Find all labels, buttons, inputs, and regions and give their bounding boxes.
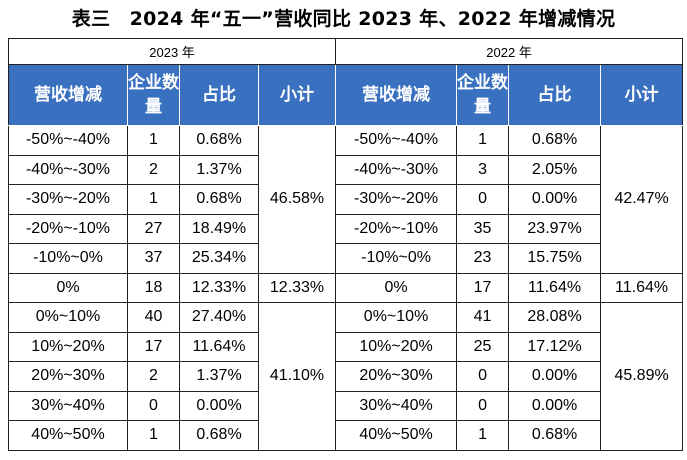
subtotal-cell: 12.33% [257,272,337,303]
table-row: -10%~0% 37 25.34% -10%~0% 23 15.75% [8,243,683,274]
table-row: 30%~40% 0 0.00% 30%~40% 0 0.00% [8,390,683,421]
range-cell: 0%~10% [8,302,128,333]
range-cell: -50%~-40% [335,125,458,156]
count-cell: 37 [127,243,180,274]
subtotal-cell: 42.47% [600,125,684,274]
pct-cell: 0.68% [179,184,259,215]
table-title: 表三 2024 年“五一”营收同比 2023 年、2022 年增减情况 [71,8,616,30]
pct-cell: 0.00% [179,390,259,421]
pct-cell: 25.34% [179,243,259,274]
pct-cell: 12.33% [179,272,259,303]
count-cell: 1 [456,420,510,451]
pct-cell: 27.40% [179,302,259,333]
range-cell: 0%~10% [335,302,458,333]
range-cell: 20%~30% [8,361,128,392]
col-header-range-2023: 营收增减 [8,64,128,126]
pct-cell: 0.00% [508,390,602,421]
revenue-change-table: 2023 年 2022 年 营收增减 企业数量 占比 小计 营收增减 企业数量 … [7,38,684,451]
count-cell: 1 [127,184,180,215]
year-2022-header: 2022 年 [335,38,684,65]
table-row: 0%~10% 40 27.40% 41.10% 0%~10% 41 28.08%… [8,302,684,451]
col-header-pct-2023: 占比 [179,64,259,126]
range-cell: -20%~-10% [8,213,128,244]
range-cell: 10%~20% [8,331,128,362]
range-cell: 0% [335,272,458,303]
count-cell: 17 [127,331,180,362]
count-cell: 0 [456,390,510,421]
range-cell: -20%~-10% [335,213,458,244]
col-header-subtotal-2023: 小计 [257,64,337,126]
range-cell: -30%~-20% [8,184,128,215]
pct-cell: 11.64% [179,331,259,362]
count-cell: 25 [456,331,510,362]
pct-cell: 1.37% [179,154,259,185]
table-row: -50%~-40% 1 0.68% 46.58% -50%~-40% 1 0.6… [8,125,684,274]
table-row: -40%~-30% 2 1.37% -40%~-30% 3 2.05% [8,154,683,185]
range-cell: -40%~-30% [8,154,128,185]
count-cell: 1 [456,125,510,156]
count-cell: 0 [456,361,510,392]
col-header-subtotal-2022: 小计 [600,64,684,126]
table-row: 40%~50% 1 0.68% 40%~50% 1 0.68% [8,420,683,451]
pct-cell: 0.00% [508,184,602,215]
range-cell: -40%~-30% [335,154,458,185]
count-cell: 0 [456,184,510,215]
count-cell: 1 [127,420,180,451]
range-cell: 20%~30% [335,361,458,392]
count-cell: 27 [127,213,180,244]
subtotal-cell: 45.89% [600,302,684,451]
pct-cell: 23.97% [508,213,602,244]
count-cell: 2 [127,361,180,392]
count-cell: 41 [456,302,510,333]
range-cell: 10%~20% [335,331,458,362]
range-cell: -10%~0% [8,243,128,274]
count-cell: 2 [127,154,180,185]
table-row: 10%~20% 17 11.64% 10%~20% 25 17.12% [8,331,683,362]
count-cell: 23 [456,243,510,274]
range-cell: 30%~40% [335,390,458,421]
range-cell: -30%~-20% [335,184,458,215]
count-cell: 40 [127,302,180,333]
table-row: 20%~30% 2 1.37% 20%~30% 0 0.00% [8,361,683,392]
count-cell: 0 [127,390,180,421]
pct-cell: 28.08% [508,302,602,333]
count-cell: 17 [456,272,510,303]
pct-cell: 0.68% [508,420,602,451]
year-2023-header: 2023 年 [7,38,337,65]
col-header-count-2023: 企业数量 [127,64,180,126]
col-header-count-2022: 企业数量 [456,64,510,126]
subtotal-cell: 46.58% [257,125,337,274]
pct-cell: 0.68% [179,420,259,451]
table-row: 0% 18 12.33% 12.33% 0% 17 11.64% 11.64% [8,272,684,303]
range-cell: 40%~50% [8,420,128,451]
subtotal-cell: 41.10% [257,302,337,451]
count-cell: 1 [127,125,180,156]
range-cell: 40%~50% [335,420,458,451]
count-cell: 35 [456,213,510,244]
table-row: -20%~-10% 27 18.49% -20%~-10% 35 23.97% [8,213,683,244]
pct-cell: 11.64% [508,272,602,303]
pct-cell: 2.05% [508,154,602,185]
range-cell: 0% [8,272,128,303]
count-cell: 3 [456,154,510,185]
pct-cell: 0.00% [508,361,602,392]
pct-cell: 18.49% [179,213,259,244]
pct-cell: 1.37% [179,361,259,392]
range-cell: -10%~0% [335,243,458,274]
pct-cell: 15.75% [508,243,602,274]
subtotal-cell: 11.64% [600,272,684,303]
col-header-pct-2022: 占比 [508,64,602,126]
pct-cell: 17.12% [508,331,602,362]
range-cell: -50%~-40% [8,125,128,156]
range-cell: 30%~40% [8,390,128,421]
table-row: -30%~-20% 1 0.68% -30%~-20% 0 0.00% [8,184,683,215]
count-cell: 18 [127,272,180,303]
pct-cell: 0.68% [179,125,259,156]
pct-cell: 0.68% [508,125,602,156]
col-header-range-2022: 营收增减 [335,64,458,126]
